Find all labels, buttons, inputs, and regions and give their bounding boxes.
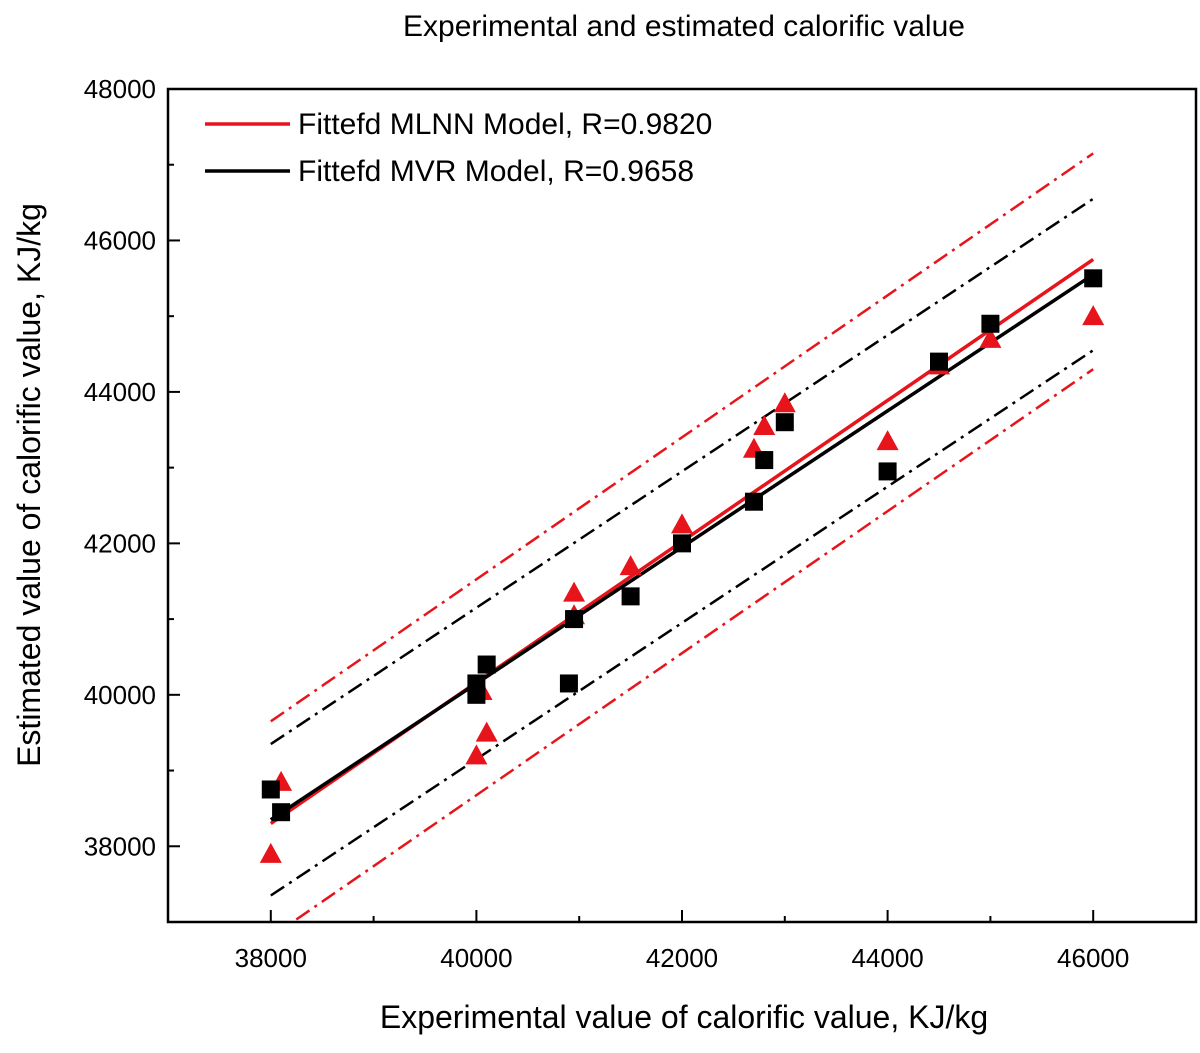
- square-marker: [755, 451, 774, 470]
- square-marker: [1084, 269, 1103, 288]
- x-tick-label: 44000: [851, 943, 923, 973]
- x-axis-label: Experimental value of calorific value, K…: [380, 999, 988, 1035]
- y-tick-label: 42000: [84, 528, 156, 558]
- square-marker: [261, 780, 280, 799]
- y-tick-label: 46000: [84, 225, 156, 255]
- x-tick-label: 42000: [646, 943, 718, 973]
- triangle-marker: [1082, 305, 1105, 326]
- confidence-bounds: [270, 152, 1094, 922]
- square-marker: [775, 413, 794, 432]
- y-axis-ticks: 38000 40000 42000 44000 46000 48000: [84, 74, 180, 861]
- square-marker: [930, 352, 948, 371]
- triangle-marker: [671, 513, 693, 534]
- plot-frame: [166, 87, 1198, 924]
- y-tick-label: 48000: [84, 74, 156, 104]
- triangle-marker: [563, 581, 586, 602]
- data-points: [259, 269, 1105, 863]
- x-tick-label: 40000: [440, 943, 512, 973]
- y-tick-label: 38000: [84, 831, 156, 861]
- y-axis-label: Estimated value of calorific value, KJ/k…: [11, 203, 47, 767]
- bound-line: [270, 349, 1094, 897]
- triangle-marker: [773, 392, 796, 413]
- chart-title: Experimental and estimated calorific val…: [403, 10, 965, 43]
- x-tick-label: 46000: [1057, 943, 1129, 973]
- square-marker: [272, 803, 291, 822]
- triangle-marker: [876, 430, 899, 451]
- square-marker: [878, 462, 897, 481]
- triangle-marker: [465, 744, 488, 765]
- triangle-marker: [259, 842, 282, 863]
- x-tick-label: 38000: [235, 943, 307, 973]
- bound-line: [290, 368, 1094, 922]
- legend-label-mlnn: Fittefd MLNN Model, R=0.9820: [298, 108, 712, 141]
- legend-label-mvr: Fittefd MVR Model, R=0.9658: [298, 155, 694, 188]
- x-axis-ticks: 38000 40000 42000 44000 46000: [235, 910, 1129, 973]
- triangle-marker: [753, 414, 776, 435]
- square-marker: [467, 674, 486, 693]
- bound-line: [270, 152, 1094, 723]
- triangle-marker: [619, 555, 642, 576]
- bound-line: [270, 197, 1094, 746]
- square-marker: [673, 534, 691, 553]
- square-marker: [981, 314, 1000, 333]
- square-marker: [744, 492, 763, 511]
- triangle-marker: [475, 721, 498, 742]
- square-marker: [565, 610, 584, 629]
- triangle-marker: [979, 327, 1002, 348]
- square-marker: [621, 587, 640, 606]
- y-tick-label: 40000: [84, 680, 156, 710]
- legend: Fittefd MLNN Model, R=0.9820 Fittefd MVR…: [205, 108, 712, 188]
- square-marker: [477, 655, 496, 674]
- square-marker: [559, 674, 578, 693]
- y-tick-label: 44000: [84, 377, 156, 407]
